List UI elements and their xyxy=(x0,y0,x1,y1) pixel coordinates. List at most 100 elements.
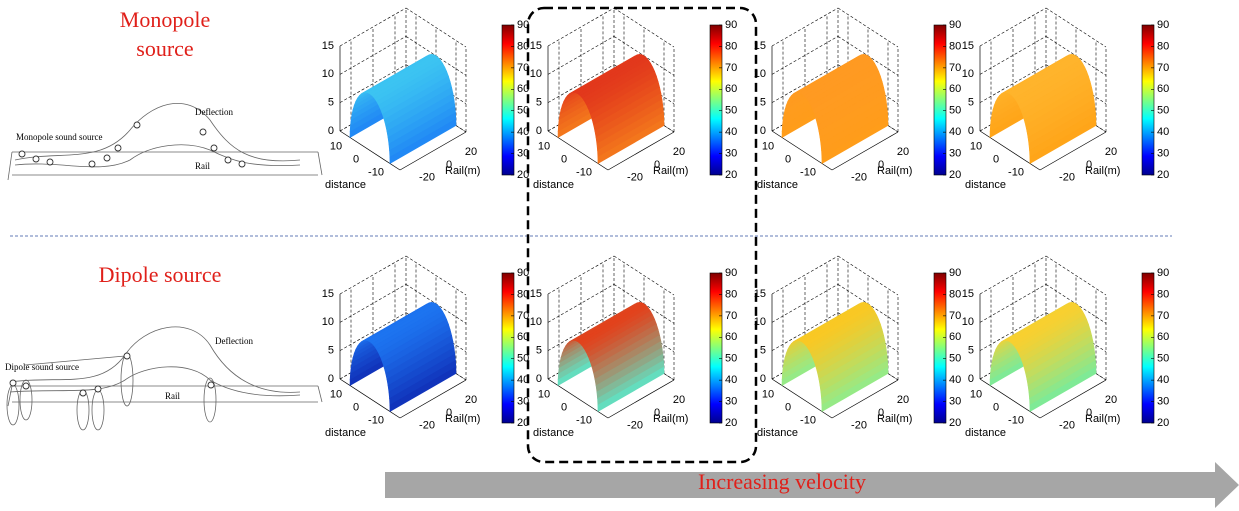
distance-tick-label: 10 xyxy=(330,140,342,152)
z-tick-label: 10 xyxy=(754,68,766,80)
surface-strip xyxy=(821,366,889,413)
colorbar-tick-label: 40 xyxy=(949,126,961,138)
colorbar-tick-label: 90 xyxy=(725,267,737,279)
rail-tick-label: -20 xyxy=(419,172,435,184)
annotation: Monopole sound source xyxy=(16,132,103,142)
colorbar-tick-label: 80 xyxy=(949,288,961,300)
distance-tick-label: 0 xyxy=(785,401,791,413)
rail-tick-label: 0 xyxy=(654,407,660,419)
z-tick-label: 15 xyxy=(322,288,334,300)
colorbar-tick-label: 20 xyxy=(1157,169,1169,181)
z-tick-label: 5 xyxy=(968,345,974,357)
grid-line xyxy=(1045,7,1107,48)
distance-tick-label: -10 xyxy=(1008,166,1024,178)
z-tick-label: 15 xyxy=(754,288,766,300)
distance-tick-label: 10 xyxy=(538,140,550,152)
distance-tick-label: 10 xyxy=(970,388,982,400)
colorbar-tick-label: 80 xyxy=(949,40,961,52)
colorbar xyxy=(1141,272,1155,424)
z-tick-label: 15 xyxy=(962,40,974,52)
colorbar-tick-label: 30 xyxy=(725,395,737,407)
annotation: Dipole sound source xyxy=(5,362,79,372)
z-tick-label: 0 xyxy=(536,125,542,137)
axis-label: distance xyxy=(965,179,1006,191)
monopole-diagram xyxy=(7,103,323,181)
rail-tick-label: -20 xyxy=(627,420,643,432)
colorbar-tick-label: 90 xyxy=(949,267,961,279)
surface-strip xyxy=(821,118,889,165)
colorbar-tick-label: 70 xyxy=(725,62,737,74)
axis-edge xyxy=(399,379,467,419)
surface-strip xyxy=(597,118,665,165)
z-tick-label: 5 xyxy=(968,97,974,109)
z-tick-label: 15 xyxy=(754,40,766,52)
rail-tick-label: 0 xyxy=(1086,159,1092,171)
distance-tick-label: -10 xyxy=(800,414,816,426)
grid-line xyxy=(837,255,899,296)
annotation: Rail xyxy=(165,391,180,401)
rail-tick-label: 20 xyxy=(1105,394,1117,406)
highlight-box xyxy=(526,6,758,464)
distance-tick-label: 10 xyxy=(970,140,982,152)
grid-line xyxy=(613,7,675,48)
colorbar xyxy=(933,272,947,424)
colorbar-tick-label: 60 xyxy=(517,83,529,95)
axis-label: distance xyxy=(533,179,574,191)
colorbar-tick-label: 20 xyxy=(517,169,529,181)
z-tick-label: 15 xyxy=(530,288,542,300)
colorbar-tick-label: 20 xyxy=(949,169,961,181)
colorbar-tick-label: 60 xyxy=(725,83,737,95)
axis-label: Rail(m) xyxy=(877,165,912,177)
row-title: source xyxy=(136,36,193,61)
colorbar-tick-label: 20 xyxy=(949,417,961,429)
row-title: Monopole xyxy=(120,7,210,32)
rail-tick-label: 0 xyxy=(654,159,660,171)
rail-tick-label: 20 xyxy=(673,394,685,406)
distance-tick-label: 10 xyxy=(538,388,550,400)
axis-label: distance xyxy=(325,179,366,191)
z-tick-label: 5 xyxy=(760,345,766,357)
grid-line xyxy=(547,7,615,47)
distance-tick-label: 0 xyxy=(353,153,359,165)
surface-strip xyxy=(597,366,665,413)
colorbar-tick-label: 20 xyxy=(725,169,737,181)
colorbar-tick-label: 80 xyxy=(725,288,737,300)
rail-tick-label: -20 xyxy=(851,172,867,184)
z-tick-label: 15 xyxy=(322,40,334,52)
z-tick-label: 5 xyxy=(328,97,334,109)
colorbar-tick-label: 70 xyxy=(1157,310,1169,322)
colorbar-tick-label: 30 xyxy=(1157,395,1169,407)
grid-line xyxy=(771,312,839,351)
z-tick-label: 0 xyxy=(968,125,974,137)
axis-label: distance xyxy=(757,179,798,191)
distance-tick-label: 0 xyxy=(561,401,567,413)
colorbar-tick-label: 90 xyxy=(1157,19,1169,31)
colorbar-tick-label: 90 xyxy=(1157,267,1169,279)
axis-edge xyxy=(1039,379,1107,419)
colorbar xyxy=(501,24,515,176)
colorbar-tick-label: 80 xyxy=(517,288,529,300)
colorbar-tick-label: 70 xyxy=(949,310,961,322)
grid-line xyxy=(979,64,1047,103)
colorbar-tick-label: 30 xyxy=(949,395,961,407)
grid-line xyxy=(339,64,407,103)
colorbar-tick-label: 50 xyxy=(725,353,737,365)
axis-label: Rail(m) xyxy=(653,165,688,177)
colorbar-tick-label: 40 xyxy=(725,374,737,386)
distance-tick-label: -10 xyxy=(1008,414,1024,426)
axis-label: distance xyxy=(533,427,574,439)
surface-strip xyxy=(1029,366,1097,413)
distance-tick-label: 10 xyxy=(330,388,342,400)
dipole-diagram xyxy=(6,326,323,431)
colorbar-tick-label: 80 xyxy=(1157,288,1169,300)
colorbar xyxy=(501,272,515,424)
z-tick-label: 10 xyxy=(530,316,542,328)
axis-label: Rail(m) xyxy=(1085,165,1120,177)
grid-line xyxy=(771,64,839,103)
grid-line xyxy=(547,255,615,295)
colorbar-tick-label: 70 xyxy=(517,62,529,74)
rail-tick-label: -20 xyxy=(851,420,867,432)
colorbar-tick-label: 50 xyxy=(949,105,961,117)
